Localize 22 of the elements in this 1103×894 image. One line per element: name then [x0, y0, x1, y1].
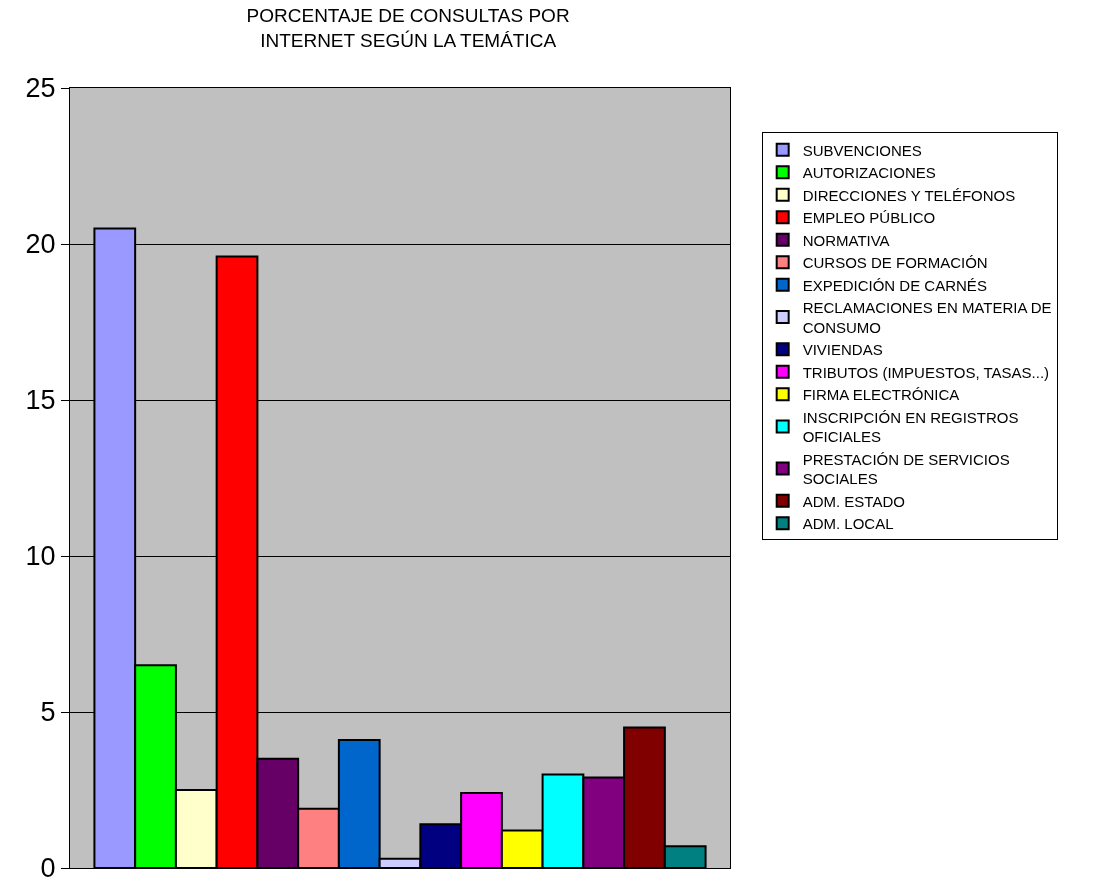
y-tick-label: 10	[25, 541, 56, 572]
legend-label: PRESTACIÓN DE SERVICIOS SOCIALES	[802, 450, 1010, 488]
legend-label: RECLAMACIONES EN MATERIA DE CONSUMO	[802, 299, 1052, 336]
legend-label: EXPEDICIÓN DE CARNÉS	[802, 276, 987, 294]
y-tick-label: 5	[40, 697, 56, 728]
legend-label: EMPLEO PÚBLICO	[802, 209, 936, 227]
legend-label: CURSOS DE FORMACIÓN	[802, 254, 988, 272]
y-tick-label: 20	[25, 229, 56, 260]
legend-label: AUTORIZACIONES	[802, 164, 936, 182]
legend-label: VIVIENDAS	[802, 341, 883, 359]
y-tick-label: 15	[25, 385, 56, 416]
legend-label: TRIBUTOS (IMPUESTOS, TASAS...)	[802, 363, 1050, 381]
legend-label: ADM. ESTADO	[802, 492, 905, 510]
legend-label: ADM. LOCAL	[802, 515, 894, 533]
legend-label: DIRECCIONES Y TELÉFONOS	[802, 186, 1016, 204]
legend-label: NORMATIVA	[802, 231, 890, 249]
legend-label: FIRMA ELECTRÓNICA	[802, 386, 960, 404]
legend-label: SUBVENCIONES	[802, 141, 922, 159]
chart-title: PORCENTAJE DE CONSULTAS POR INTERNET SEGÚN LA TEMÁTICA	[246, 5, 570, 52]
legend-label: INSCRIPCIÓN EN REGISTROS OFICIALES	[802, 408, 1019, 446]
y-tick-label: 25	[25, 73, 56, 104]
y-tick-label: 0	[40, 853, 56, 884]
